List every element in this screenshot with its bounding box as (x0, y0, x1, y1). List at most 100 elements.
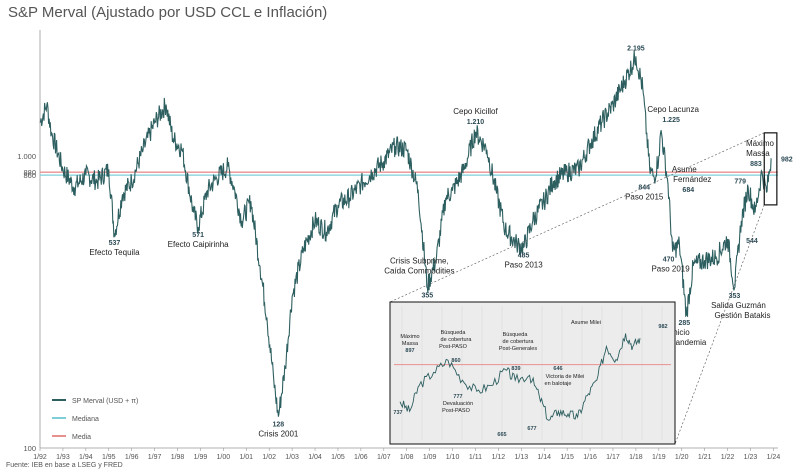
inset-value-860: 860 (451, 358, 460, 364)
inset-asume-milei: Asume Milei (571, 320, 601, 326)
merval-series-line (39, 50, 772, 417)
x-tick-label: 1/97 (148, 454, 162, 461)
y-tick-label: 100 (23, 444, 36, 453)
chart-title: S&P Merval (Ajustado por USD CCL e Infla… (8, 4, 328, 21)
x-tick-label: 1/01 (239, 454, 253, 461)
legend-label: SP Merval (USD + π) (72, 398, 138, 405)
annotation-value-571: 571 (192, 232, 204, 239)
annotation-value-128: 128 (273, 422, 285, 429)
inset-value-897: 897 (405, 348, 414, 354)
inset-victoria-line1: Victoria de Milei (546, 374, 585, 380)
annotation-paso-2015: Paso 2015 (625, 192, 664, 201)
inset-devaluacion-line1: Devaluación (443, 401, 473, 407)
inset-devaluacion-line2: Post-PASO (442, 408, 470, 414)
annotation-value-779: 779 (734, 179, 746, 186)
annotation-value-883: 883 (750, 161, 762, 168)
source-note: Fuente: IEB en base a LSEG y FRED (6, 462, 123, 469)
x-tick-label: 1/15 (560, 454, 574, 461)
x-tick-label: 1/10 (446, 454, 460, 461)
x-tick-label: 1/04 (308, 454, 322, 461)
x-tick-label: 1/21 (698, 454, 712, 461)
x-tick-label: 1/08 (400, 454, 414, 461)
zoom-connector-top (389, 132, 765, 303)
inset-value-677: 677 (527, 426, 536, 432)
inset-value-839: 839 (511, 366, 520, 372)
annotation-subprime-line2: Caída Commodities (384, 266, 454, 275)
annotation-pandemia-line2: Pandemia (670, 338, 707, 347)
annotation-paso-2013: Paso 2013 (504, 261, 543, 270)
legend-label: Mediana (72, 416, 99, 423)
x-tick-label: 1/02 (262, 454, 276, 461)
x-tick-label: 1/99 (194, 454, 208, 461)
inset-cobertura1-line2: de cobertura (441, 337, 473, 343)
annotation-value-355: 355 (421, 292, 433, 299)
x-tick-label: 1/19 (652, 454, 666, 461)
annotation-value-684: 684 (682, 187, 694, 194)
inset-maximo-line2: Massa (402, 341, 419, 347)
x-tick-label: 1/93 (56, 454, 70, 461)
x-tick-label: 1/98 (171, 454, 185, 461)
inset-victoria-line2: en balotaje (545, 381, 572, 387)
annotation-maximo-line2: Massa (746, 149, 770, 158)
x-tick-label: 1/11 (469, 454, 482, 461)
annotation-value-544: 544 (746, 238, 758, 245)
inset-value-646: 646 (553, 366, 562, 372)
x-tick-label: 1/22 (721, 454, 735, 461)
x-tick-label: 1/20 (675, 454, 689, 461)
x-tick-label: 1/09 (423, 454, 437, 461)
y-tick-label: 1.000 (17, 152, 36, 161)
annotation-asume-line2: Fernández (673, 175, 711, 184)
annotation-maximo-line1: Máximo (746, 139, 775, 148)
y-tick-label: 880 (23, 168, 36, 177)
zoom-connector-bottom (674, 204, 765, 445)
x-tick-label: 1/23 (744, 454, 758, 461)
inset-cobertura2-line3: Post-Generales (499, 346, 537, 352)
inset-cobertura1-line1: Búsqueda (441, 330, 467, 336)
inset-cobertura2-line2: de cobertura (503, 339, 535, 345)
annotation-value-285: 285 (678, 320, 690, 327)
x-tick-label: 1/17 (606, 454, 620, 461)
inset-panel (389, 301, 676, 445)
annotation-value-982: 982 (781, 156, 793, 163)
inset-series-line (399, 333, 641, 421)
inset-value-982: 982 (658, 324, 667, 330)
x-tick-label: 1/16 (583, 454, 597, 461)
inset-value-777: 777 (453, 394, 462, 400)
legend-label: Media (72, 434, 91, 441)
x-tick-label: 1/13 (514, 454, 528, 461)
x-tick-label: 1/92 (33, 454, 47, 461)
annotation-cepo-kicillof: Cepo Kicillof (453, 107, 498, 116)
annotation-value-1210: 1.210 (467, 119, 485, 126)
inset-cobertura1-line3: Post-PASO (439, 344, 467, 350)
x-tick-label: 1/07 (377, 454, 391, 461)
x-tick-label: 1/00 (217, 454, 231, 461)
x-tick-label: 1/96 (125, 454, 139, 461)
y-tick-label: 860 (23, 171, 36, 180)
annotation-asume-line1: Asume (672, 165, 697, 174)
annotation-value-844: 844 (638, 184, 650, 191)
x-tick-label: 1/18 (629, 454, 643, 461)
zoom-box (763, 132, 778, 206)
x-tick-label: 1/05 (331, 454, 345, 461)
x-tick-label: 1/03 (285, 454, 299, 461)
inset-value-665: 665 (497, 432, 506, 438)
annotation-crisis-2001: Crisis 2001 (258, 430, 299, 439)
annotation-paso-2019: Paso 2019 (651, 265, 690, 274)
annotation-value-470: 470 (663, 257, 675, 264)
x-tick-label: 1/94 (79, 454, 93, 461)
annotation-value-353: 353 (729, 293, 741, 300)
annotation-salida-line1: Salida Guzmán (711, 301, 766, 310)
annotation-efecto-tequila: Efecto Tequila (89, 248, 140, 257)
annotation-efecto-caipirinha: Efecto Caipirinha (168, 240, 229, 249)
inset-maximo-line1: Máximo (400, 334, 419, 340)
x-tick-label: 1/95 (102, 454, 116, 461)
inset-cobertura2-line1: Búsqueda (503, 332, 529, 338)
annotation-value-537: 537 (109, 240, 121, 247)
annotation-value-2195: 2.195 (627, 45, 645, 52)
x-tick-label: 1/14 (537, 454, 551, 461)
annotation-cepo-lacunza: Cepo Lacunza (647, 105, 699, 114)
annotation-value-485: 485 (518, 253, 530, 260)
x-tick-label: 1/06 (354, 454, 368, 461)
annotation-subprime-line1: Crisis Subprime, (390, 256, 449, 265)
annotation-salida-line2: Gestión Batakis (714, 311, 770, 320)
